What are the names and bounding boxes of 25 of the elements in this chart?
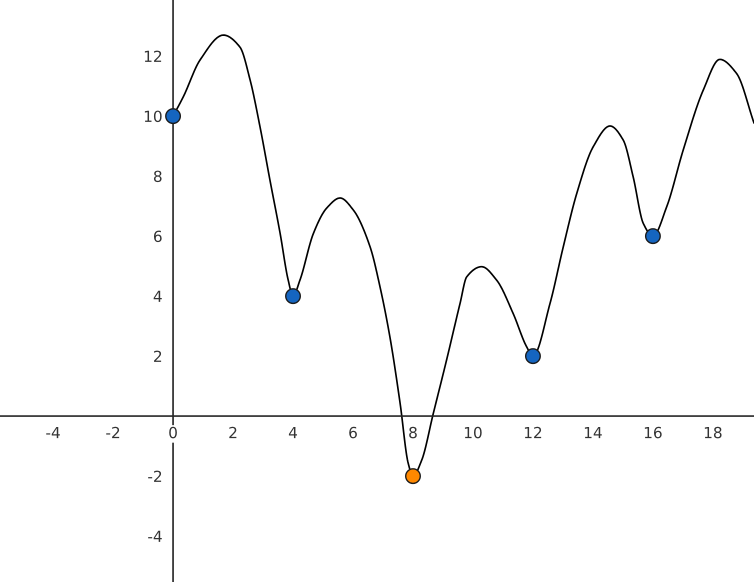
point [524, 348, 541, 364]
point [285, 288, 301, 304]
x-tick-label: 14 [584, 426, 602, 438]
x-tick-label: -4 [46, 426, 60, 438]
y-tick-label: 6 [154, 230, 162, 242]
x-tick-label: 2 [229, 426, 236, 438]
x-tick-label: 6 [349, 426, 357, 438]
y-tick-label: 10 [144, 110, 162, 122]
x-tick-label: 16 [644, 426, 662, 438]
x-tick-label: -2 [106, 426, 120, 438]
point [165, 108, 182, 124]
y-tick-label: -4 [148, 530, 162, 542]
y-tick-label: -2 [148, 470, 162, 482]
point [644, 228, 661, 244]
y-tick-label: 12 [144, 50, 162, 62]
x-tick-label: 4 [288, 426, 298, 438]
x-tick-label: 12 [524, 426, 542, 438]
y-tick-label: 2 [154, 350, 162, 362]
x-tick-label: 8 [409, 426, 417, 438]
x-tick-label: 10 [464, 426, 482, 438]
y-tick-label: 8 [154, 170, 162, 182]
x-tick-label: 0 [169, 426, 177, 438]
point [405, 468, 421, 484]
y-tick-label: 4 [154, 290, 162, 302]
x-tick-label: 18 [704, 426, 722, 438]
